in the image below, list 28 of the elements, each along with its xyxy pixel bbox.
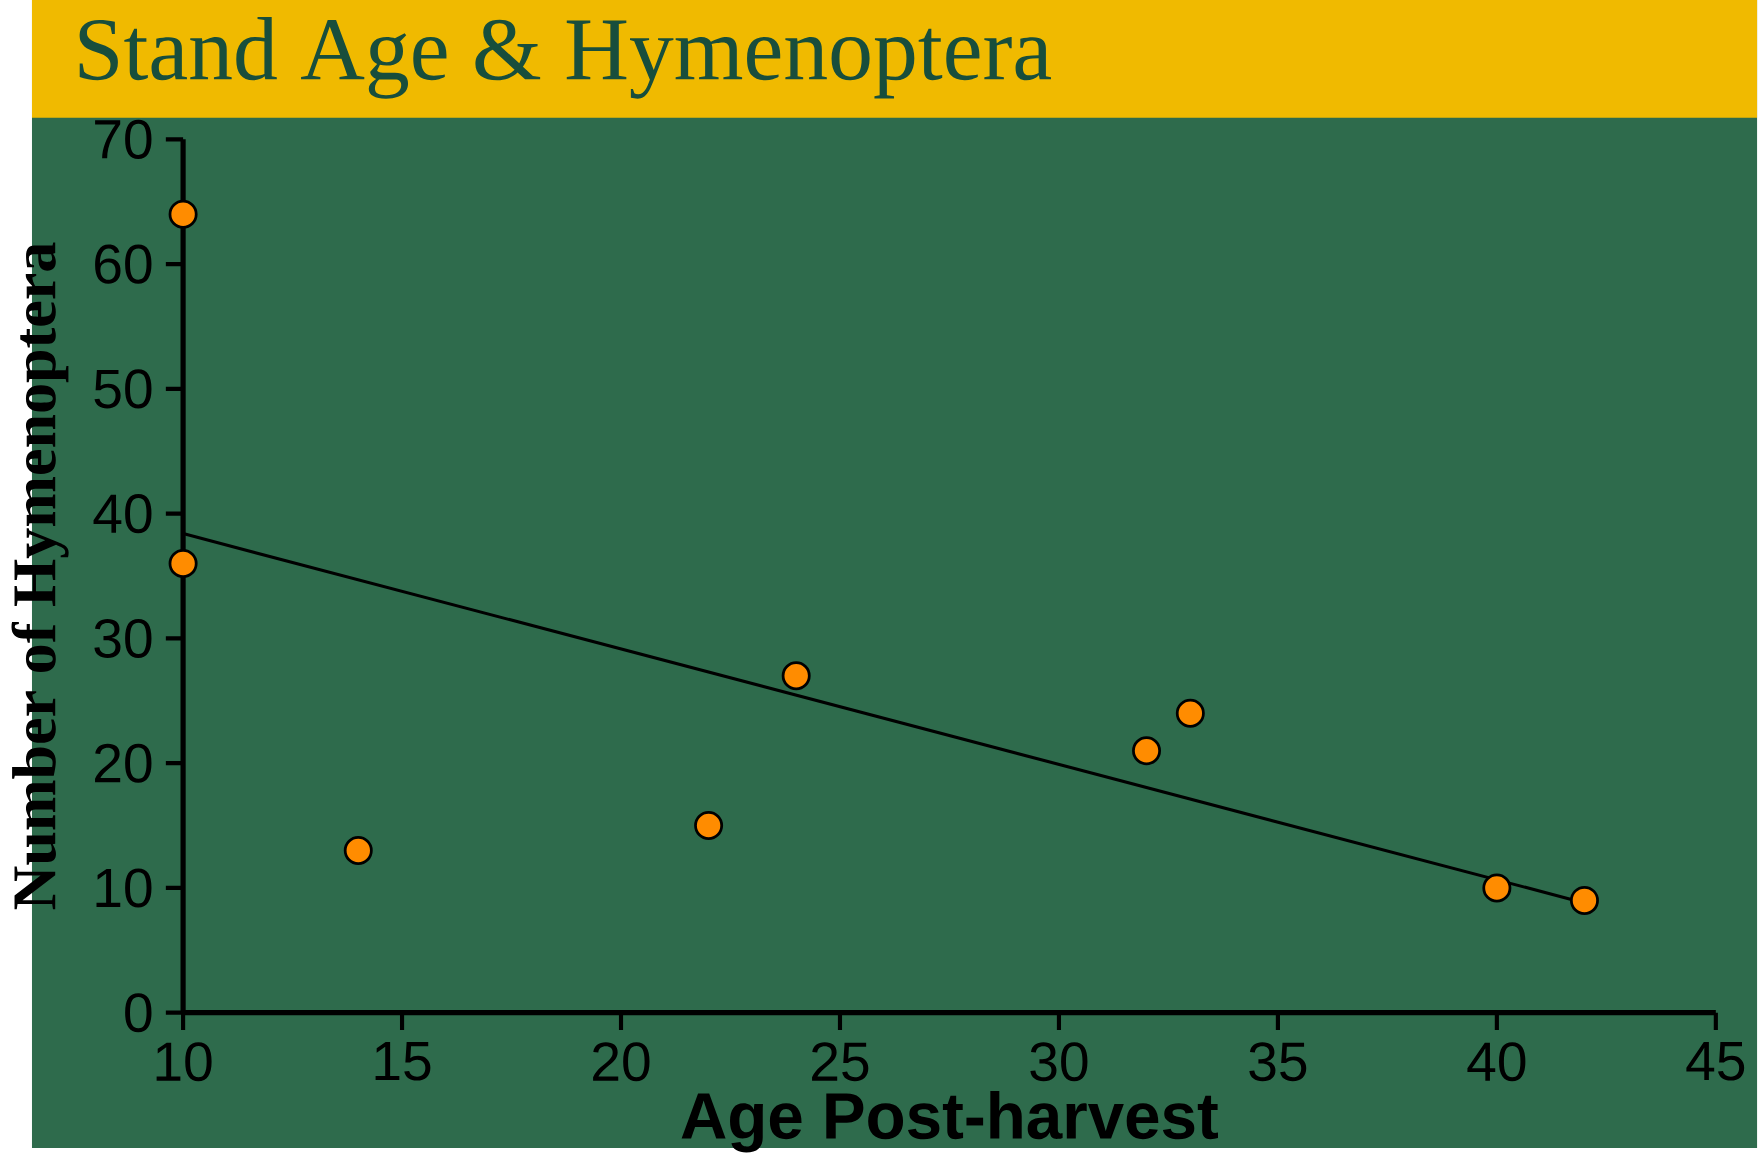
x-tick-label: 20 (593, 1042, 650, 1082)
chart-title: Stand Age & Hymenoptera (79, 17, 1051, 99)
x-tick-label: 25 (812, 1042, 869, 1082)
y-tick-label: 0 (125, 993, 152, 1033)
y-tick-label: 60 (95, 244, 152, 284)
point (1482, 873, 1512, 903)
x-tick-label: 15 (375, 1042, 431, 1081)
x-tick-label: 30 (1030, 1042, 1088, 1082)
x-tick-label: 40 (1467, 1042, 1526, 1082)
point (168, 199, 198, 229)
point (694, 811, 724, 841)
y-axis-title: Number of Hymenoptera (11, 242, 69, 910)
y-tick-label: 10 (96, 868, 152, 908)
y-tick-label: 30 (94, 618, 152, 658)
y-tick-label: 70 (95, 119, 152, 159)
point (343, 836, 373, 866)
x-tick-label: 45 (1686, 1042, 1745, 1081)
y-tick-label: 50 (94, 369, 152, 409)
point (1569, 885, 1599, 915)
point (1175, 698, 1205, 728)
x-tick-label: 35 (1249, 1042, 1307, 1082)
point (1132, 736, 1162, 766)
y-tick-label: 20 (95, 743, 152, 783)
y-tick-label: 40 (93, 494, 152, 534)
x-axis-title: Age Post-harvest (681, 1091, 1218, 1153)
point (781, 661, 811, 691)
point (168, 549, 198, 579)
x-tick-label: 10 (156, 1042, 212, 1082)
